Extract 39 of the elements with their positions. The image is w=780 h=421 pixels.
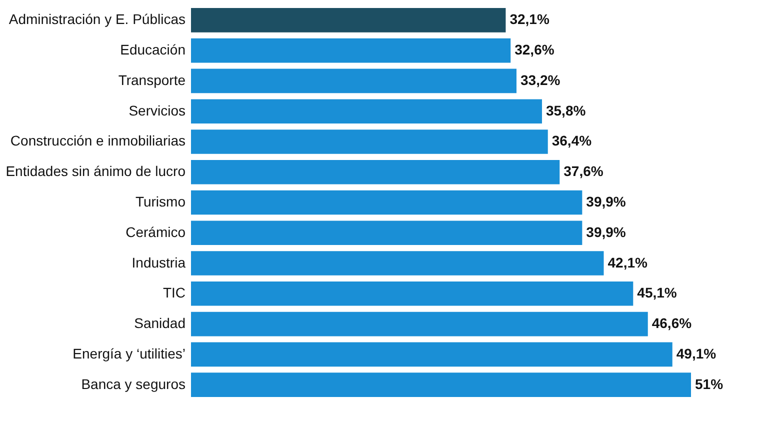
data-label: 32,6%: [514, 42, 555, 58]
y-tick-label: TIC: [162, 284, 186, 301]
y-tick-label: Cerámico: [126, 224, 186, 240]
bar: [191, 160, 560, 184]
data-label: 39,9%: [586, 194, 626, 210]
data-label: 37,6%: [564, 163, 604, 180]
y-tick-label: Industria: [132, 254, 186, 270]
y-tick-label: Sanidad: [134, 315, 186, 332]
bar: [191, 282, 634, 306]
bar: [191, 220, 582, 246]
bar: [191, 312, 648, 336]
y-tick-label: Construcción e inmobiliarias: [10, 132, 186, 149]
data-label: 42,1%: [608, 254, 648, 270]
bar: [191, 68, 516, 94]
bar: [191, 372, 691, 397]
bar: [191, 99, 542, 124]
data-label: 32,1%: [510, 11, 550, 28]
data-label: 33,2%: [520, 72, 561, 88]
bar: [191, 38, 511, 63]
data-label: 49,1%: [676, 345, 717, 362]
y-tick-label: Servicios: [128, 102, 186, 118]
bar: [191, 342, 672, 367]
bar: [191, 251, 604, 276]
y-tick-label: Transporte: [118, 72, 186, 88]
bar: [191, 130, 548, 154]
y-tick-label: Educación: [120, 42, 186, 58]
y-tick-label: Energía y ‘utilities’: [72, 345, 186, 362]
data-label: 45,1%: [637, 284, 678, 301]
data-label: 39,9%: [586, 224, 626, 240]
y-tick-label: Turismo: [135, 194, 186, 210]
y-tick-label: Entidades sin ánimo de lucro: [6, 163, 186, 180]
data-label: 36,4%: [552, 132, 592, 149]
y-tick-label: Administración y E. Públicas: [8, 11, 186, 28]
data-label: 51%: [695, 376, 724, 392]
bar: [191, 8, 506, 32]
data-label: 35,8%: [546, 102, 586, 118]
data-label: 46,6%: [652, 315, 692, 332]
bar: [191, 190, 582, 215]
y-tick-label: Banca y seguros: [81, 376, 186, 392]
